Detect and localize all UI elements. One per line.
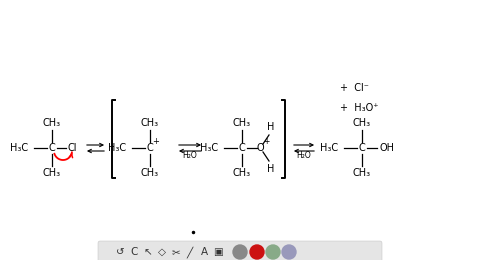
Text: H₂O: H₂O — [182, 151, 197, 160]
Text: ◇: ◇ — [158, 247, 166, 257]
Text: H₃C: H₃C — [10, 143, 28, 153]
Text: ↺: ↺ — [116, 247, 124, 257]
Text: Cl: Cl — [68, 143, 77, 153]
Text: +  H₃O⁺: + H₃O⁺ — [340, 103, 379, 113]
Text: CH₃: CH₃ — [233, 118, 251, 128]
Text: +: + — [263, 136, 269, 146]
Text: C: C — [359, 143, 365, 153]
Text: H: H — [267, 122, 275, 132]
Text: H₃C: H₃C — [108, 143, 126, 153]
Circle shape — [233, 245, 247, 259]
Text: ✂: ✂ — [172, 247, 180, 257]
Text: CH₃: CH₃ — [141, 168, 159, 178]
Text: O: O — [256, 143, 264, 153]
Text: +: + — [153, 136, 159, 146]
Circle shape — [250, 245, 264, 259]
Text: CH₃: CH₃ — [353, 168, 371, 178]
Text: H₂O: H₂O — [297, 151, 312, 160]
Text: OH: OH — [379, 143, 394, 153]
Text: H₃C: H₃C — [200, 143, 218, 153]
Text: CH₃: CH₃ — [43, 168, 61, 178]
Text: ↖: ↖ — [144, 247, 152, 257]
Text: ▣: ▣ — [213, 247, 223, 257]
Text: CH₃: CH₃ — [141, 118, 159, 128]
Text: C: C — [48, 143, 55, 153]
Circle shape — [266, 245, 280, 259]
Text: C: C — [130, 247, 138, 257]
FancyBboxPatch shape — [98, 241, 382, 260]
Text: CH₃: CH₃ — [353, 118, 371, 128]
Text: A: A — [201, 247, 207, 257]
Circle shape — [282, 245, 296, 259]
Text: ╱: ╱ — [187, 246, 193, 258]
Text: C: C — [146, 143, 154, 153]
Text: CH₃: CH₃ — [43, 118, 61, 128]
Text: +  Cl⁻: + Cl⁻ — [340, 83, 369, 93]
Text: H₃C: H₃C — [320, 143, 338, 153]
Text: H: H — [267, 164, 275, 174]
Text: CH₃: CH₃ — [233, 168, 251, 178]
Text: C: C — [239, 143, 245, 153]
